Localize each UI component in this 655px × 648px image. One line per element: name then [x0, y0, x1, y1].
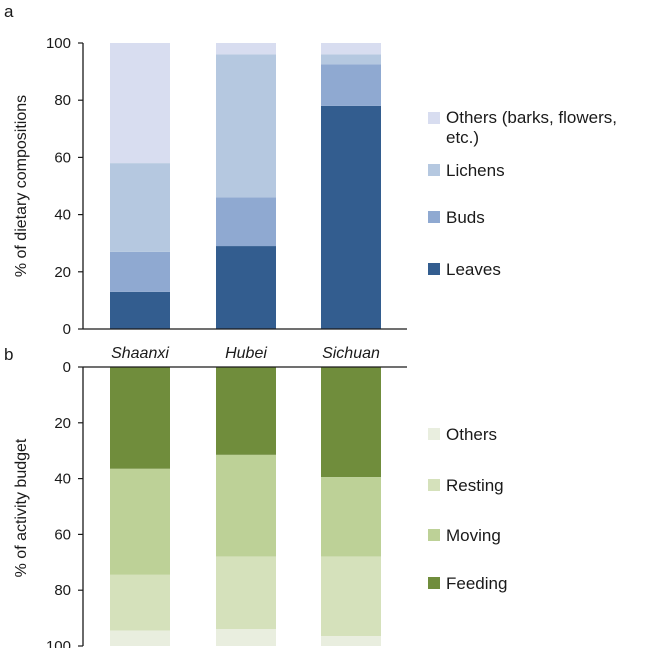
b-bar-feeding-hubei — [216, 367, 276, 455]
a-bar-leaves-hubei — [216, 246, 276, 329]
x-tick-label-shaanxi: Shaanxi — [111, 345, 169, 362]
b-bar-feeding-sichuan — [321, 367, 381, 478]
legend-swatch-buds — [428, 211, 440, 223]
a-bar-lichens-sichuan — [321, 54, 381, 65]
b-y-tick-label: 0 — [63, 359, 71, 376]
b-y-tick-label: 100 — [46, 638, 71, 648]
panel-b-label: b — [4, 345, 13, 364]
a-bar-buds-hubei — [216, 197, 276, 247]
legend-swatch-feeding — [428, 577, 440, 589]
a-bar-buds-shaanxi — [110, 251, 170, 292]
legend-swatch-others — [428, 428, 440, 440]
legend-label-buds: Buds — [446, 208, 485, 227]
b-bar-resting-sichuan — [321, 556, 381, 637]
legend-swatch-moving — [428, 529, 440, 541]
b-bar-others-sichuan — [321, 636, 381, 646]
a-y-tick-label: 60 — [54, 149, 71, 166]
a-y-tick-label: 80 — [54, 92, 71, 109]
b-y-tick-label: 60 — [54, 526, 71, 543]
b-bar-resting-hubei — [216, 556, 276, 630]
b-bar-moving-hubei — [216, 454, 276, 557]
legend-label-leaves: Leaves — [446, 260, 501, 279]
legend-label-lichens: Lichens — [446, 161, 505, 180]
legend-label-resting: Resting — [446, 476, 504, 495]
a-y-tick-label: 100 — [46, 35, 71, 52]
b-bar-others-shaanxi — [110, 630, 170, 646]
a-y-tick-label: 20 — [54, 264, 71, 281]
x-tick-label-sichuan: Sichuan — [322, 345, 380, 362]
b-bar-others-hubei — [216, 629, 276, 646]
panel-a-label: a — [4, 2, 14, 21]
b-bar-moving-shaanxi — [110, 468, 170, 575]
b-y-tick-label: 20 — [54, 415, 71, 432]
legend-label-others: Others (barks, flowers, etc.) — [446, 108, 617, 147]
a-bar-buds-sichuan — [321, 64, 381, 106]
b-y-tick-label: 80 — [54, 582, 71, 599]
a-bar-lichens-hubei — [216, 54, 276, 198]
legend-swatch-lichens — [428, 164, 440, 176]
b-bar-feeding-shaanxi — [110, 367, 170, 469]
panel-b-y-axis-label: % of activity budget — [13, 438, 30, 577]
a-bar-others-sichuan — [321, 43, 381, 55]
legend-swatch-leaves — [428, 263, 440, 275]
legend-label-others: Others — [446, 425, 497, 444]
x-tick-label-hubei: Hubei — [225, 345, 267, 362]
legend-label-moving: Moving — [446, 526, 501, 545]
b-y-tick-label: 40 — [54, 471, 71, 488]
b-bar-moving-sichuan — [321, 477, 381, 557]
a-y-tick-label: 40 — [54, 207, 71, 224]
a-y-tick-label: 0 — [63, 321, 71, 338]
a-bar-leaves-sichuan — [321, 105, 381, 329]
a-bar-others-shaanxi — [110, 43, 170, 164]
a-bar-leaves-shaanxi — [110, 291, 170, 329]
b-bar-resting-shaanxi — [110, 574, 170, 631]
legend-label-feeding: Feeding — [446, 574, 507, 593]
legend-swatch-resting — [428, 479, 440, 491]
panel-a-y-axis-label: % of dietary compositions — [13, 95, 30, 277]
legend-swatch-others — [428, 112, 440, 124]
a-bar-others-hubei — [216, 43, 276, 55]
a-bar-lichens-shaanxi — [110, 163, 170, 252]
